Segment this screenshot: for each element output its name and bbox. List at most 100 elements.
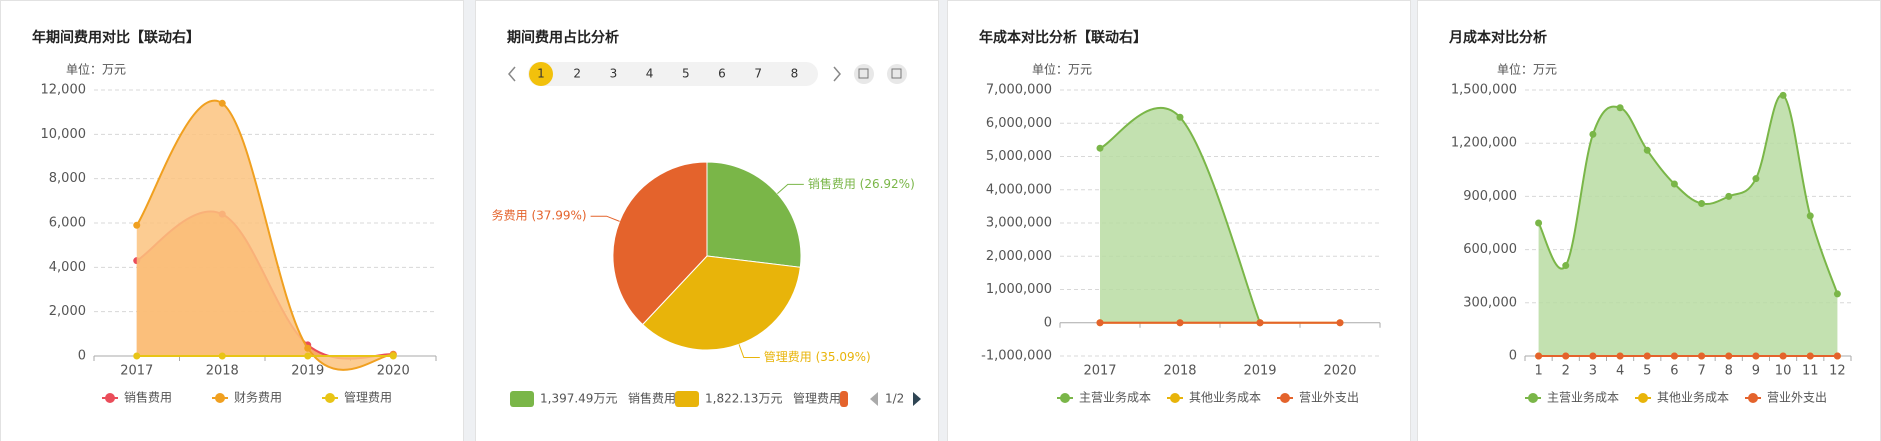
x-tick-label: 12 [1829, 364, 1846, 379]
legend-label[interactable]: 其他业务成本 [1657, 390, 1729, 405]
x-tick-label: 2017 [120, 364, 153, 379]
leader-line [590, 215, 620, 222]
y-tick-label: 1,500,000 [1451, 83, 1517, 98]
y-tick-label: 6,000 [49, 216, 86, 231]
y-tick-label: 1,000,000 [986, 282, 1052, 297]
y-tick-label: 3,000,000 [986, 216, 1052, 231]
legend-label[interactable]: 其他业务成本 [1189, 390, 1261, 405]
point [218, 352, 226, 360]
point [1752, 352, 1760, 360]
legend-marker [1170, 393, 1180, 403]
legend-swatch[interactable] [510, 391, 534, 407]
point [1535, 219, 1543, 227]
legend-label[interactable]: 营业外支出 [1767, 391, 1827, 405]
x-tick-label: 6 [1670, 364, 1678, 379]
point [1670, 352, 1678, 360]
point [304, 344, 312, 352]
page-number[interactable]: 1 [537, 67, 545, 81]
legend-swatch[interactable] [840, 391, 848, 407]
legend-amount: 1,822.13万元 [705, 392, 782, 406]
point [1698, 352, 1706, 360]
legend-swatch[interactable] [675, 391, 699, 407]
point [1725, 192, 1733, 200]
point [1176, 113, 1184, 121]
page-number[interactable]: 7 [754, 67, 762, 81]
line [1099, 107, 1261, 324]
point [1616, 104, 1624, 112]
y-tick-label: 0 [78, 349, 86, 364]
legend-marker [325, 393, 335, 403]
x-tick-label: 9 [1752, 364, 1760, 379]
page-number[interactable]: 3 [610, 67, 618, 81]
y-tick-label: 4,000,000 [986, 182, 1052, 197]
area [1100, 107, 1260, 323]
y-tick-label: 5,000,000 [986, 149, 1052, 164]
x-tick-label: 3 [1589, 364, 1597, 379]
legend-label[interactable]: 管理费用 [793, 391, 841, 406]
x-tick-label: 2018 [206, 364, 239, 379]
point [1562, 352, 1570, 360]
point [1535, 352, 1543, 360]
panel-title: 月成本对比分析 [1448, 29, 1547, 46]
point [1698, 199, 1706, 207]
legend-next[interactable] [913, 392, 921, 406]
legend-label[interactable]: 销售费用 [124, 390, 172, 405]
page-number[interactable]: 2 [573, 67, 581, 81]
point [1725, 352, 1733, 360]
pager-bg [528, 62, 818, 86]
page-number[interactable]: 4 [646, 67, 654, 81]
page-number[interactable]: 5 [682, 67, 690, 81]
legend-label[interactable]: 主营业务成本 [1079, 390, 1151, 405]
page-number[interactable]: 8 [791, 67, 799, 81]
x-tick-label: 2019 [291, 364, 324, 379]
point [1616, 352, 1624, 360]
y-tick-label: 0 [1044, 315, 1052, 330]
tool-glyph [891, 68, 902, 79]
pager-prev[interactable] [508, 66, 516, 82]
point [389, 352, 397, 360]
unit-label: 单位：万元 [1032, 62, 1092, 77]
legend-marker [215, 393, 225, 403]
y-tick-label: 12,000 [41, 83, 87, 98]
legend-label[interactable]: 主营业务成本 [1547, 390, 1619, 405]
tool-icon[interactable] [854, 64, 874, 84]
y-tick-label: 300,000 [1463, 295, 1517, 310]
x-tick-label: 2020 [377, 364, 410, 379]
y-tick-label: 8,000 [49, 171, 86, 186]
x-tick-label: 1 [1534, 364, 1542, 379]
legend-label[interactable]: 财务费用 [234, 390, 282, 405]
point [133, 221, 141, 229]
point [1779, 91, 1787, 99]
x-tick-label: 5 [1643, 364, 1651, 379]
panel-title: 年期间费用对比【联动右】 [32, 29, 200, 46]
x-tick-label: 10 [1775, 364, 1792, 379]
point [1176, 319, 1184, 327]
area [136, 100, 394, 370]
point [1096, 319, 1104, 327]
y-tick-label: 1,200,000 [1451, 136, 1517, 151]
y-tick-label: 7,000,000 [986, 83, 1052, 98]
leader-line [738, 344, 760, 359]
x-tick-label: 2018 [1163, 364, 1196, 379]
pager-next[interactable] [833, 66, 841, 82]
tool-icon[interactable] [887, 64, 907, 84]
point [1096, 144, 1104, 152]
legend-label[interactable]: 营业外支出 [1299, 391, 1359, 405]
x-tick-label: 2 [1562, 364, 1570, 379]
y-tick-label: -1,000,000 [981, 349, 1052, 364]
legend-prev[interactable] [870, 392, 878, 406]
page-active [529, 62, 553, 86]
y-tick-label: 900,000 [1463, 189, 1517, 204]
legend-label[interactable]: 销售费用 [628, 391, 676, 406]
slice-label: 管理费用 (35.09%) [764, 349, 871, 364]
y-tick-label: 2,000 [49, 304, 86, 319]
page-number[interactable]: 6 [718, 67, 726, 81]
x-tick-label: 8 [1725, 364, 1733, 379]
point [304, 352, 312, 360]
point [1670, 180, 1678, 188]
legend-label[interactable]: 管理费用 [344, 390, 392, 405]
point [1752, 175, 1760, 183]
